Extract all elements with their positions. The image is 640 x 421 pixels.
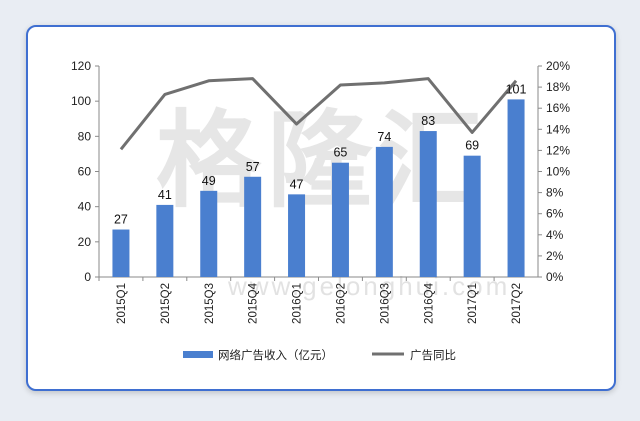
bar	[288, 194, 306, 277]
x-tick-label: 2015Q4	[248, 282, 260, 324]
legend-label-bar: 网络广告收入（亿元）	[218, 348, 333, 362]
bar-value-label: 74	[377, 130, 391, 144]
bar-value-label: 65	[333, 146, 347, 160]
left-tick-label: 80	[78, 129, 92, 143]
axes: 0 20 40 60 80 100 120 0% 2% 4% 6% 8% 10% 12% 14% 16% 18%…	[71, 59, 570, 324]
left-tick-label: 60	[78, 165, 92, 179]
bar	[331, 162, 349, 277]
line-series	[119, 77, 518, 151]
bar-value-label: 69	[465, 139, 479, 153]
bar	[156, 204, 174, 277]
right-tick-label: 14%	[546, 122, 570, 136]
left-tick-label: 0	[84, 270, 91, 284]
bar-value-label: 49	[202, 174, 216, 188]
right-tick-label: 12%	[546, 143, 570, 157]
x-tick-label: 2016Q2	[335, 283, 347, 324]
yoy-line	[119, 77, 518, 151]
watermark-sub: www.gelonghui.com	[227, 271, 510, 301]
x-tick-label: 2017Q2	[511, 283, 523, 324]
combo-chart: 格隆汇 www.gelonghui.com 0204060801001200%2…	[71, 59, 570, 362]
data-labels: 27 41 49 57 47 65 74 83 69 101	[114, 82, 527, 226]
right-tick-label: 16%	[546, 101, 570, 115]
bar	[463, 155, 481, 277]
legend: 网络广告收入（亿元） 广告同比	[183, 348, 456, 362]
bar	[244, 176, 262, 277]
x-tick-label: 2016Q4	[423, 282, 435, 324]
left-tick-label: 120	[71, 59, 91, 73]
right-tick-label: 8%	[546, 186, 564, 200]
bar	[200, 190, 218, 277]
bar	[375, 146, 393, 277]
right-tick-label: 6%	[546, 207, 564, 221]
bar	[112, 229, 130, 277]
bar-value-label: 101	[506, 82, 527, 96]
x-tick-label: 2017Q1	[467, 283, 479, 324]
legend-label-line: 广告同比	[410, 349, 456, 362]
bar	[419, 131, 437, 277]
right-tick-label: 20%	[546, 59, 570, 73]
bar-value-label: 27	[114, 213, 128, 227]
x-tick-label: 2016Q1	[292, 283, 304, 324]
bar-value-label: 57	[246, 160, 260, 174]
left-tick-label: 20	[78, 235, 92, 249]
right-tick-label: 10%	[546, 165, 570, 179]
bar-series	[112, 99, 525, 278]
bar	[507, 99, 525, 278]
bar-value-label: 83	[421, 114, 435, 128]
x-tick-label: 2015Q1	[116, 283, 128, 324]
right-tick-label: 4%	[546, 228, 564, 242]
x-tick-label: 2015Q3	[204, 283, 216, 324]
right-tick-label: 0%	[546, 270, 564, 284]
right-tick-label: 18%	[546, 80, 570, 94]
bar-value-label: 41	[158, 188, 172, 202]
x-tick-label: 2015Q2	[160, 283, 172, 324]
legend-swatch-bar	[183, 351, 213, 358]
x-tick-label: 2016Q3	[379, 283, 391, 324]
left-tick-label: 40	[78, 200, 92, 214]
chart-frame: 格隆汇 www.gelonghui.com 0 20 40 60 80 100 120 0% 2…	[26, 25, 616, 391]
left-tick-label: 100	[71, 94, 91, 108]
bar-value-label: 47	[290, 177, 304, 191]
right-tick-label: 2%	[546, 249, 564, 263]
